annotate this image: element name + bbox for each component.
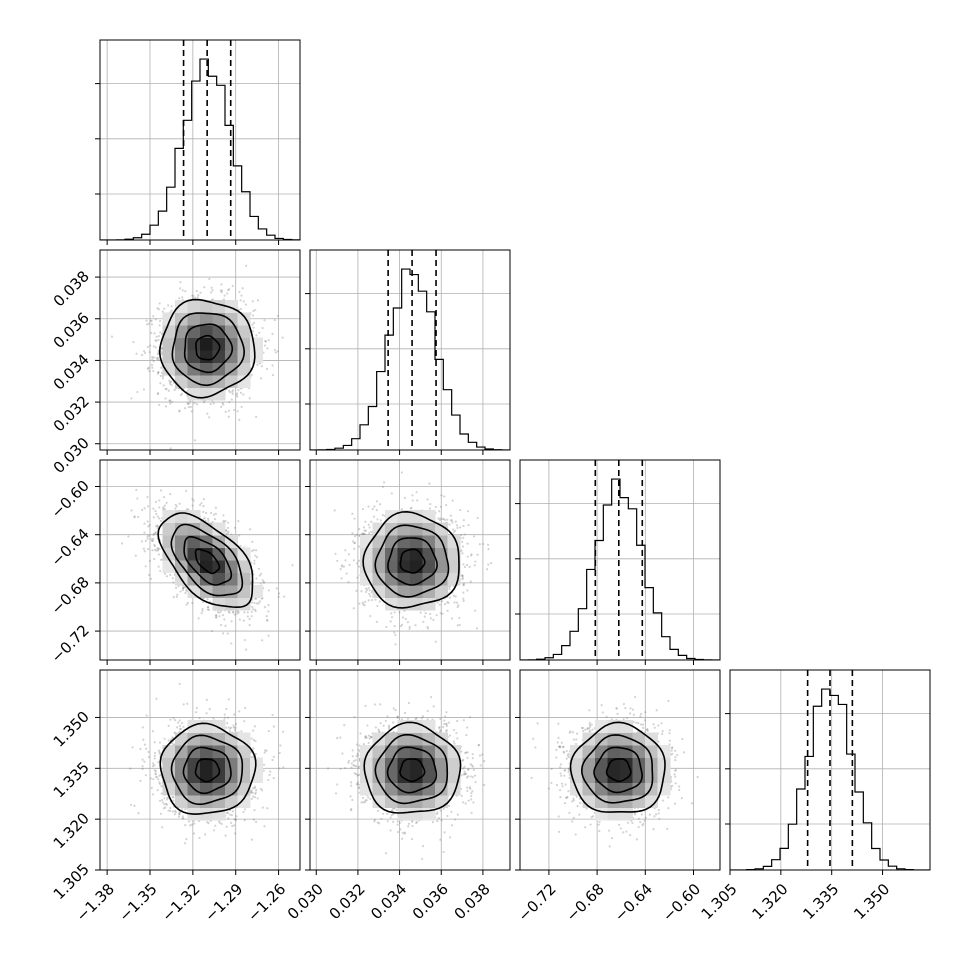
panel-1-1 — [305, 249, 511, 455]
panel-2-0: −0.72−0.68−0.64−0.60 — [48, 459, 301, 666]
contour-3-1-3 — [363, 721, 462, 814]
panel-frame-3-0 — [99, 669, 301, 871]
panel-frame-1-0 — [99, 249, 301, 451]
panel-frame-2-1 — [309, 459, 511, 661]
ytick-label-3-2: 1.335 — [50, 758, 93, 801]
xtick-label-3-0: 1.305 — [698, 880, 741, 923]
panel-3-3: 1.305 1.320 1.335 1.350 — [698, 669, 931, 923]
contour-3-0-2 — [170, 734, 244, 806]
contour-1-0-3 — [158, 298, 256, 399]
panel-frame-2-2 — [519, 459, 721, 661]
xtick-label-3-2: 1.335 — [799, 880, 842, 923]
contour-1-0-0 — [195, 334, 221, 361]
xtick-label-3-1: 1.320 — [748, 880, 791, 923]
contour-2-1-1 — [387, 537, 438, 586]
contour-3-0-1 — [182, 746, 232, 795]
ytick-label-3-0: 1.305 — [50, 860, 93, 903]
contour-1-0-1 — [183, 323, 234, 374]
xtick-label-0-4: −1.26 — [244, 880, 289, 925]
histogram-1 — [310, 268, 510, 450]
histogram-0 — [100, 58, 300, 240]
contour-3-2-0 — [605, 758, 632, 783]
xtick-label-3-3: 1.350 — [850, 880, 893, 923]
xtick-label-1-4: 0.038 — [451, 880, 494, 923]
xtick-label-1-2: 0.034 — [367, 880, 410, 923]
xtick-label-0-3: −1.29 — [201, 880, 246, 925]
contour-3-2-1 — [593, 746, 643, 794]
ytick-label-2-2: −0.64 — [48, 525, 93, 570]
ytick-label-2-1: −0.68 — [48, 573, 93, 618]
panel-3-2: −0.72 −0.68 −0.64 −0.60 — [514, 669, 721, 925]
panel-frame-2-0 — [99, 459, 301, 661]
contour-3-1-0 — [399, 758, 426, 783]
ytick-label-1-3: 0.036 — [50, 309, 93, 352]
panel-frame-0-0 — [99, 39, 301, 241]
contour-2-1-2 — [374, 524, 450, 598]
contour-3-0-3 — [159, 722, 257, 815]
panel-2-2 — [515, 459, 721, 665]
panel-frame-3-3 — [729, 669, 931, 871]
panel-frame-1-1 — [309, 249, 511, 451]
contour-3-2-3 — [569, 721, 666, 813]
xtick-label-2-0: −0.72 — [514, 880, 559, 925]
contour-3-0-0 — [194, 758, 221, 783]
contour-3-1-1 — [386, 746, 438, 794]
histogram-2 — [520, 478, 720, 660]
panel-frame-3-1 — [309, 669, 511, 871]
contour-2-0-2 — [170, 523, 244, 597]
xtick-label-2-1: −0.68 — [563, 880, 608, 925]
xtick-label-1-1: 0.032 — [326, 880, 369, 923]
xtick-label-2-2: −0.64 — [611, 880, 656, 925]
contour-2-1-0 — [399, 548, 426, 574]
ytick-label-1-4: 0.038 — [50, 267, 93, 310]
panel-2-1 — [305, 459, 511, 665]
panel-0-0 — [95, 39, 301, 245]
ytick-label-1-1: 0.032 — [50, 392, 93, 435]
density-1-0 — [162, 300, 263, 401]
ytick-label-3-1: 1.320 — [50, 809, 93, 852]
xtick-label-2-3: −0.60 — [659, 880, 704, 925]
contour-3-1-2 — [374, 733, 449, 805]
xtick-label-0-0: −1.38 — [73, 880, 118, 925]
xtick-label-1-0: 0.030 — [284, 880, 327, 923]
contour-1-0-2 — [171, 312, 246, 387]
ytick-label-2-0: −0.72 — [48, 621, 93, 666]
panel-frame-3-2 — [519, 669, 721, 871]
panel-3-0: 1.305 1.320 1.335 1.350 −1.38−1.35−1.32−1.29… — [50, 669, 301, 925]
ytick-label-1-2: 0.034 — [50, 351, 93, 394]
xtick-label-1-3: 0.036 — [409, 880, 452, 923]
contour-2-1-3 — [362, 510, 460, 609]
contour-3-2-2 — [580, 734, 654, 804]
xtick-label-0-1: −1.35 — [116, 880, 161, 925]
xtick-label-0-2: −1.32 — [158, 880, 203, 925]
ytick-label-1-0: 0.030 — [50, 434, 93, 477]
contour-2-0-3 — [157, 512, 254, 609]
ytick-label-3-3: 1.350 — [50, 708, 93, 751]
contour-2-0-1 — [183, 536, 233, 586]
contour-2-0-0 — [194, 548, 221, 575]
ytick-label-2-3: −0.60 — [48, 477, 93, 522]
